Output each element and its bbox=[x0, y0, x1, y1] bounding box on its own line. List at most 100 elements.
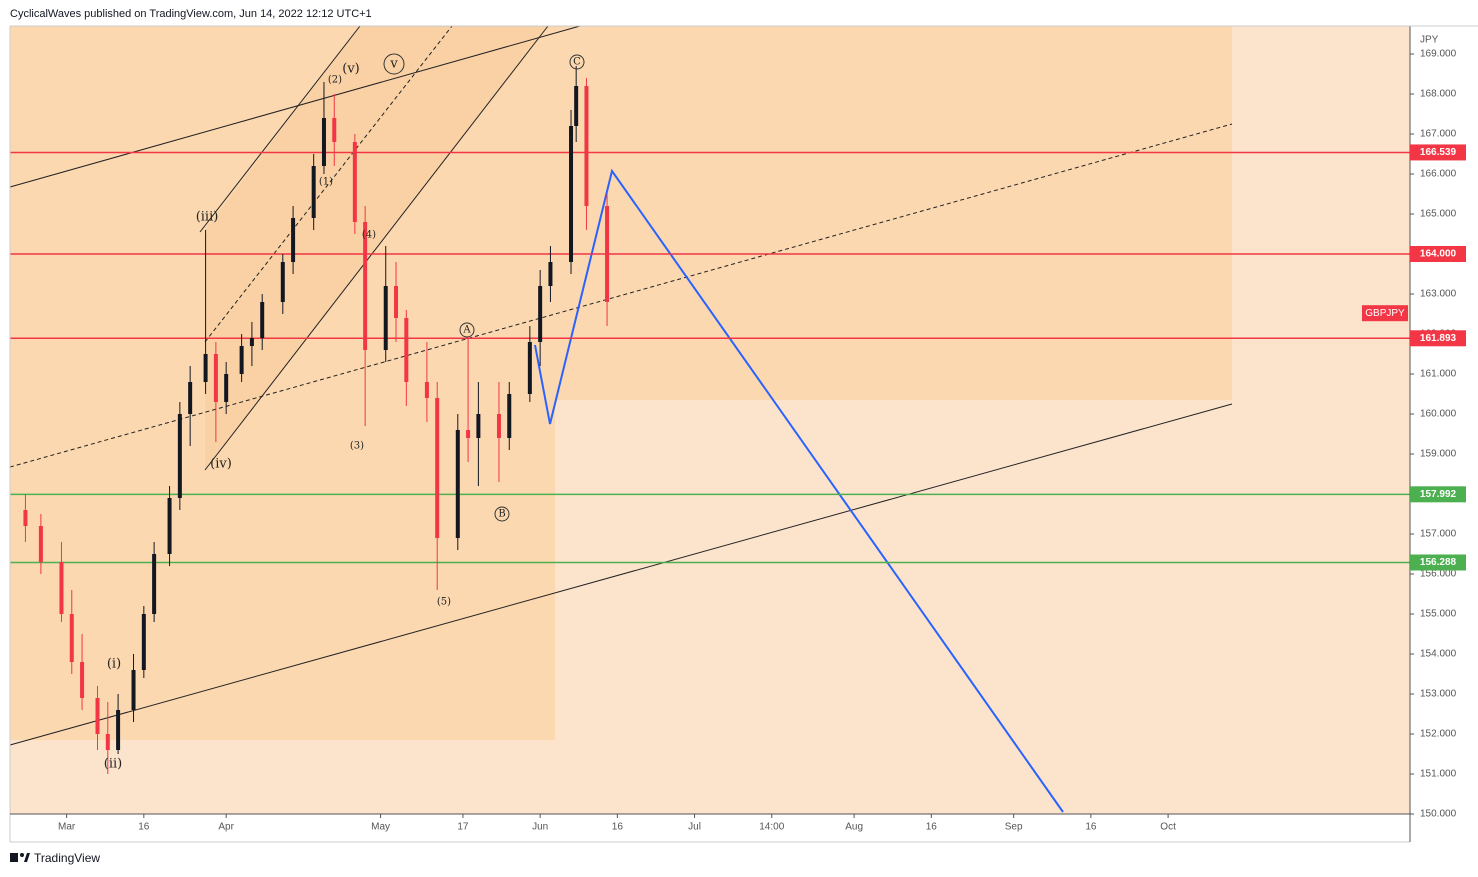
candle-body bbox=[95, 698, 100, 734]
candle-body bbox=[116, 710, 121, 750]
candle-body bbox=[239, 346, 244, 374]
level-tag bbox=[1410, 246, 1466, 262]
wave-label: (v) bbox=[342, 62, 360, 77]
trend-line bbox=[9, 25, 581, 188]
wave-labels: (v) v (2) (iii) (1) (4) (3) (iv) (i) (ii… bbox=[104, 53, 585, 772]
wave-label: (iv) bbox=[210, 457, 232, 472]
y-tick-label: 165.000 bbox=[1420, 209, 1457, 220]
y-tick-label: 150.000 bbox=[1420, 809, 1457, 820]
candle-body bbox=[224, 374, 229, 402]
candle-body bbox=[548, 262, 553, 286]
candle-body bbox=[131, 670, 136, 710]
y-tick-label: 157.000 bbox=[1420, 529, 1457, 540]
candle-body bbox=[466, 430, 471, 438]
wave-circle bbox=[383, 53, 405, 75]
candle-body bbox=[249, 338, 254, 346]
x-tick-label: 16 bbox=[612, 822, 624, 833]
candle-body bbox=[352, 142, 357, 222]
x-tick-label: Jun bbox=[532, 822, 548, 833]
header: CyclicalWaves published on TradingView.c… bbox=[10, 8, 372, 20]
logo-mark bbox=[10, 853, 18, 862]
candle-body bbox=[260, 302, 265, 338]
projection bbox=[534, 168, 1064, 813]
y-tick-label: 151.000 bbox=[1420, 769, 1457, 780]
candle-body bbox=[311, 166, 316, 218]
wave-label: C bbox=[573, 57, 581, 68]
candle-body bbox=[177, 414, 182, 498]
y-tick-label: 154.000 bbox=[1420, 649, 1457, 660]
y-tick-label: 155.000 bbox=[1420, 609, 1457, 620]
trend-line bbox=[9, 123, 1233, 468]
candle-body bbox=[424, 382, 429, 398]
candle-body bbox=[59, 562, 64, 614]
x-tick-label: 16 bbox=[138, 822, 150, 833]
candles bbox=[23, 66, 610, 774]
candle-body bbox=[527, 342, 532, 394]
y-tick-label: 168.000 bbox=[1420, 89, 1457, 100]
y-tick-label: 153.000 bbox=[1420, 689, 1457, 700]
candle-body bbox=[538, 286, 543, 342]
level-label: 164.000 bbox=[1420, 249, 1457, 260]
logo-mark bbox=[24, 853, 30, 862]
symbol-label: GBPJPY bbox=[1365, 308, 1405, 319]
unit-label: JPY bbox=[1420, 35, 1439, 46]
x-tick-label: May bbox=[371, 822, 390, 833]
wave-label: (ii) bbox=[104, 757, 122, 772]
candle-body bbox=[291, 218, 296, 262]
candle-body bbox=[188, 382, 193, 414]
x-tick-label: 17 bbox=[457, 822, 469, 833]
y-tick-label: 152.000 bbox=[1420, 729, 1457, 740]
y-tick-label: 161.000 bbox=[1420, 369, 1457, 380]
wave-label: (2) bbox=[328, 75, 342, 86]
x-tick-label: Sep bbox=[1005, 822, 1023, 833]
level-tag bbox=[1410, 554, 1466, 571]
drawings bbox=[9, 25, 1233, 813]
wave-label: (3) bbox=[350, 441, 364, 452]
candle-body bbox=[152, 554, 157, 614]
trend-line bbox=[204, 25, 453, 343]
level-label: 166.539 bbox=[1420, 147, 1457, 158]
candle-body bbox=[332, 118, 337, 142]
x-tick-label: Oct bbox=[1160, 822, 1176, 833]
candle-body bbox=[455, 430, 460, 538]
x-tick-label: Aug bbox=[845, 822, 863, 833]
x-tick-label: 16 bbox=[1085, 822, 1097, 833]
wave-label: (i) bbox=[107, 657, 121, 672]
level-tag bbox=[1410, 330, 1466, 347]
wave-label: (1) bbox=[319, 177, 333, 188]
candle-body bbox=[435, 398, 440, 538]
trend-line bbox=[199, 25, 361, 233]
candle-body bbox=[584, 86, 589, 206]
y-tick-label: 163.000 bbox=[1420, 289, 1457, 300]
candle-body bbox=[383, 286, 388, 350]
time-axis bbox=[0, 814, 1478, 842]
level-label: 157.992 bbox=[1420, 489, 1457, 500]
y-tick-label: 167.000 bbox=[1420, 129, 1457, 140]
level-tag bbox=[1410, 486, 1466, 503]
logo-mark bbox=[20, 853, 24, 857]
candle-body bbox=[38, 526, 43, 562]
candle-body bbox=[69, 614, 74, 662]
candle-body bbox=[363, 222, 368, 350]
x-tick-label: Apr bbox=[218, 822, 234, 833]
candle-body bbox=[213, 354, 218, 402]
candle-body bbox=[280, 262, 285, 302]
candle-body bbox=[476, 414, 481, 438]
footer: TradingView bbox=[34, 851, 100, 865]
wave-circle bbox=[569, 54, 585, 70]
candle-body bbox=[80, 662, 85, 698]
wave-label: (4) bbox=[362, 230, 376, 241]
symbol-tag bbox=[1362, 305, 1408, 322]
y-tick-label: 159.000 bbox=[1420, 449, 1457, 460]
candle-body bbox=[574, 86, 579, 126]
y-tick-label: 169.000 bbox=[1420, 49, 1457, 60]
wave-label: (5) bbox=[437, 597, 451, 608]
candle-body bbox=[404, 318, 409, 382]
wave-label: B bbox=[498, 509, 505, 520]
wave-label: v bbox=[389, 57, 398, 72]
candle-body bbox=[496, 414, 501, 438]
level-tag bbox=[1410, 144, 1466, 161]
level-label: 156.288 bbox=[1420, 557, 1457, 568]
